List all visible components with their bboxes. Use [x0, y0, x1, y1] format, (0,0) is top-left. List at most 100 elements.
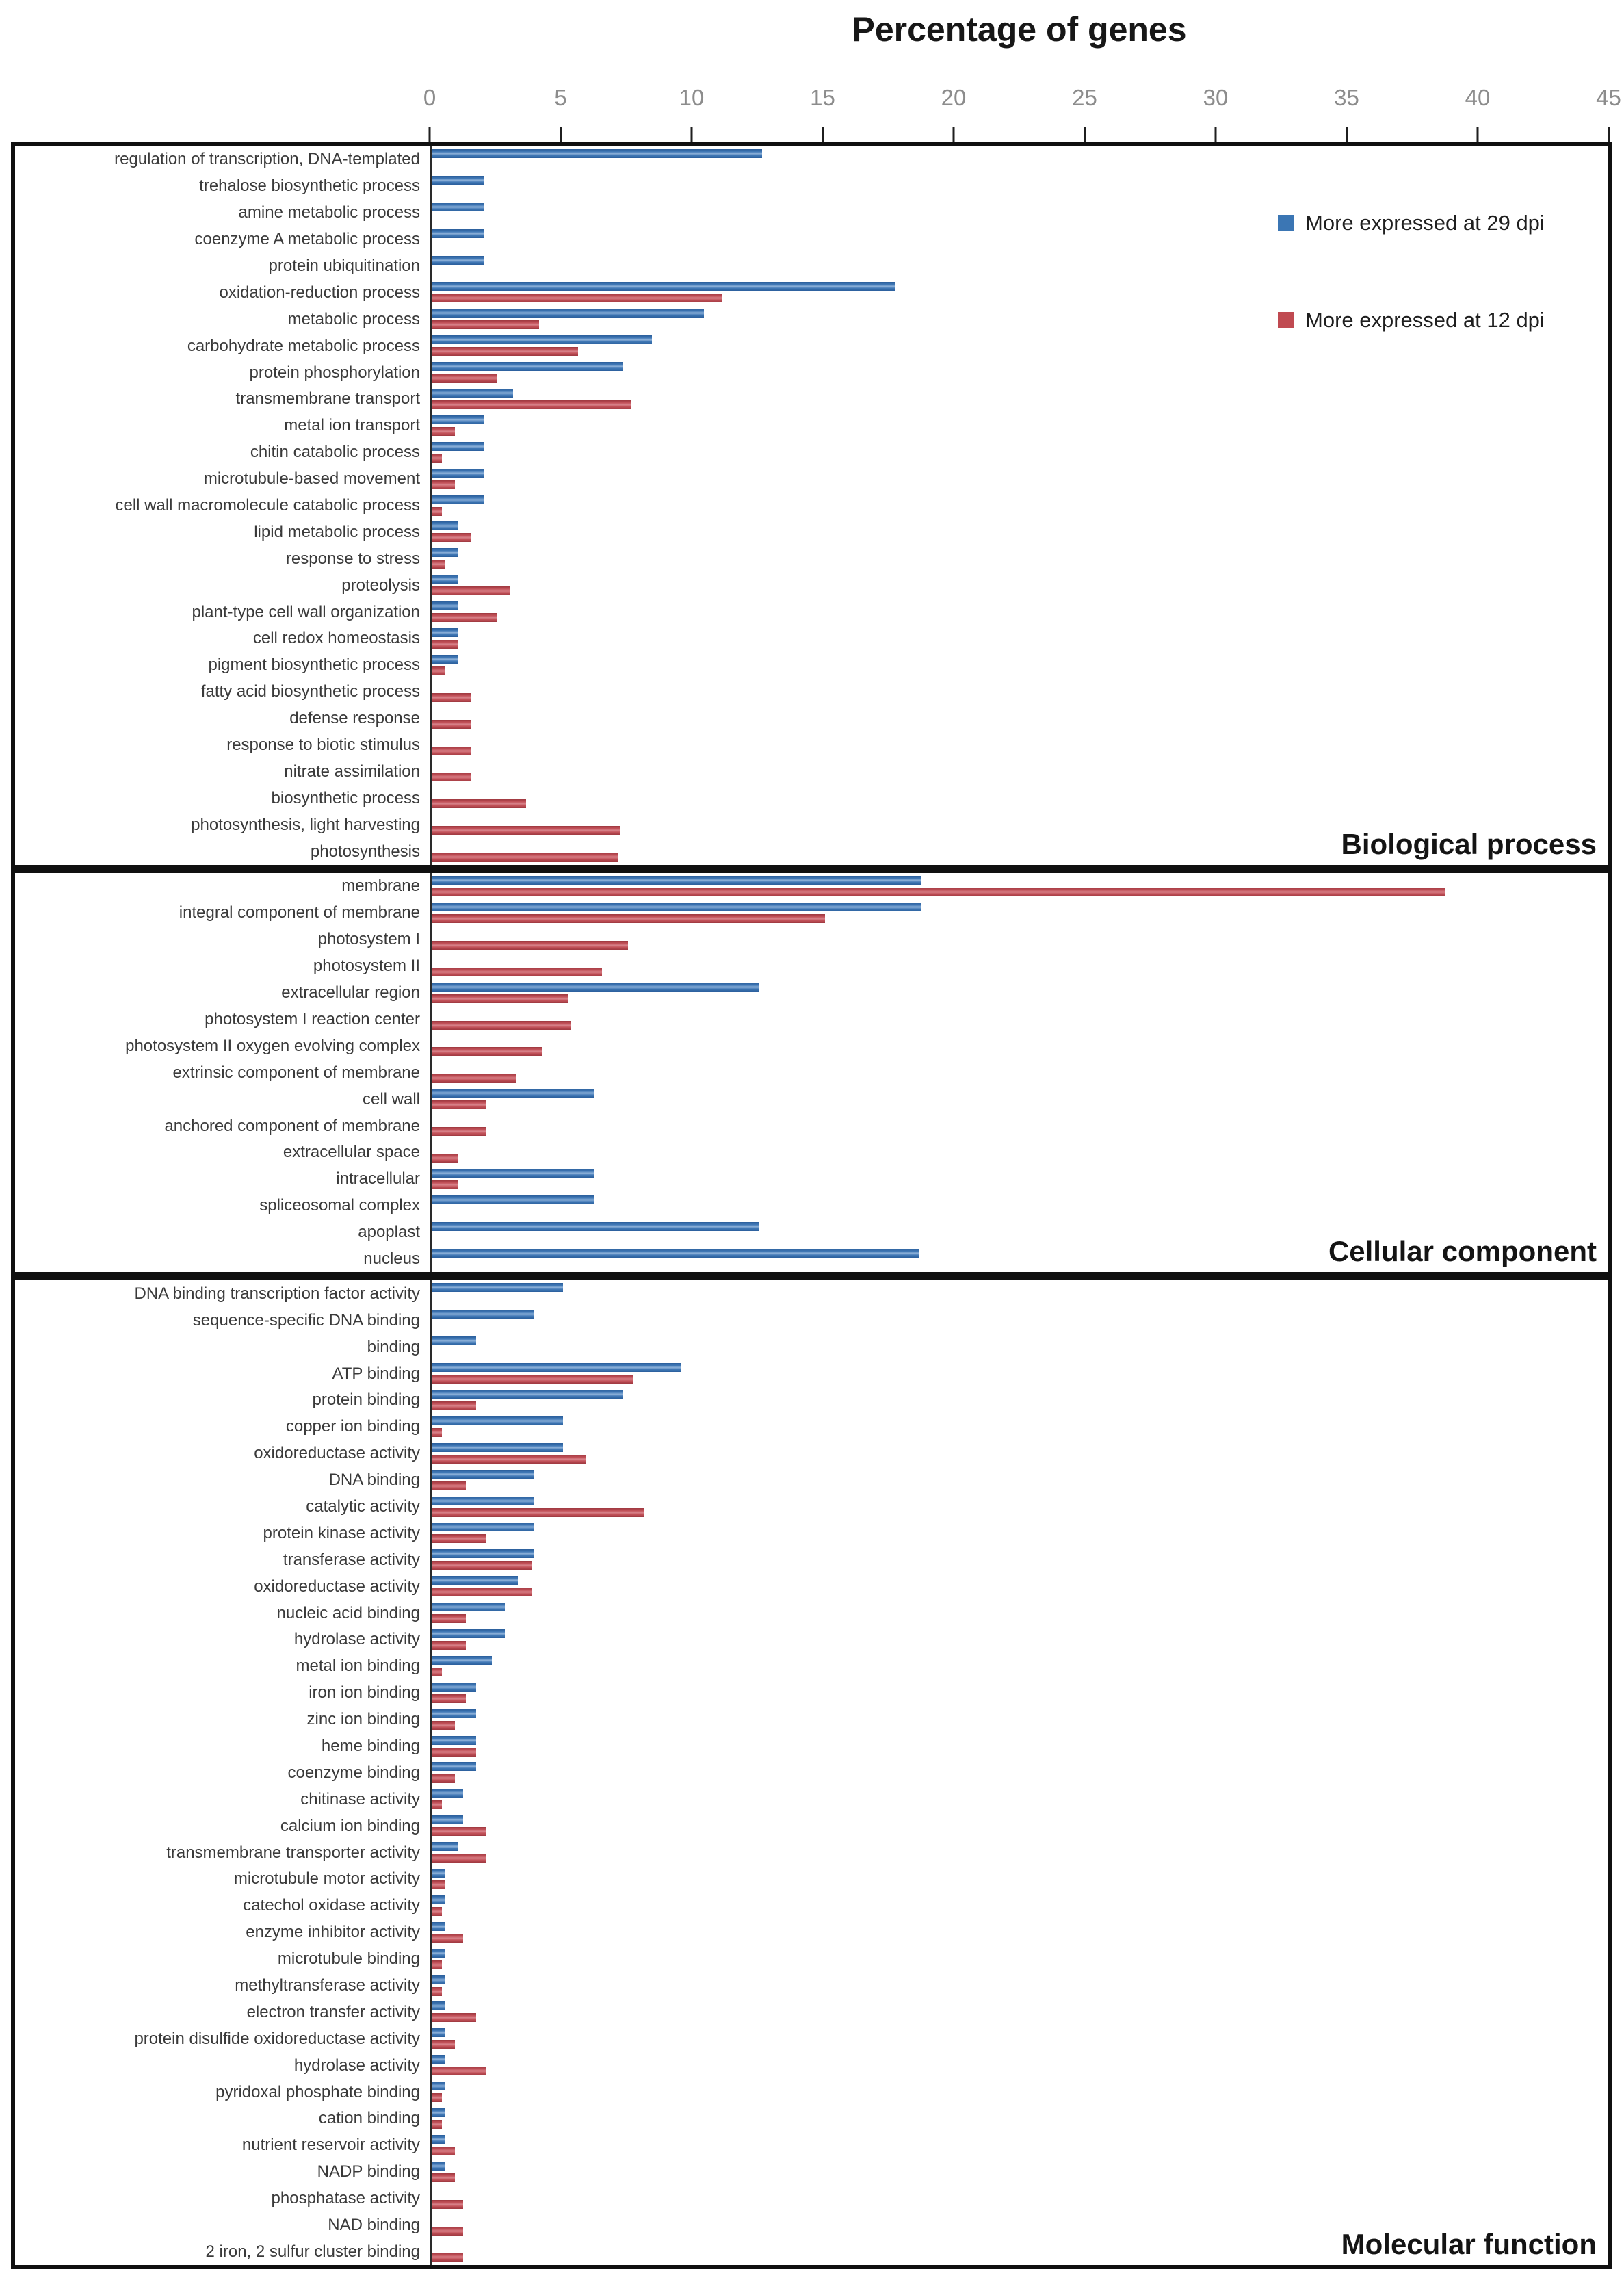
bar-12dpi — [432, 347, 579, 357]
bar-29dpi — [432, 548, 458, 558]
category-label: sequence-specific DNA binding — [192, 1310, 420, 1330]
category-label: coenzyme A metabolic process — [194, 230, 421, 249]
category-row: spliceosomal complex — [15, 1193, 1608, 1219]
category-row: phosphatase activity — [15, 2186, 1608, 2212]
bar-29dpi — [432, 175, 484, 185]
bar-12dpi — [432, 1020, 571, 1030]
bar-29dpi — [432, 2082, 445, 2091]
category-label: photosystem I reaction center — [205, 1009, 420, 1028]
category-row: enzyme inhibitor activity — [15, 1919, 1608, 1946]
bar-12dpi — [432, 506, 443, 516]
bar-29dpi — [432, 2108, 445, 2118]
bar-29dpi — [432, 2055, 445, 2064]
bar-29dpi — [432, 982, 759, 992]
bar-29dpi — [432, 601, 458, 611]
bar-29dpi — [432, 1496, 534, 1505]
axis-tick-label: 35 — [1334, 85, 1359, 110]
axis-tick-label: 0 — [423, 85, 436, 110]
category-label: coenzyme binding — [287, 1763, 420, 1782]
bar-12dpi — [432, 1800, 443, 1810]
legend-swatch-29dpi-icon — [1278, 215, 1294, 231]
category-label: nitrate assimilation — [284, 762, 420, 781]
bar-12dpi — [432, 1906, 443, 1916]
bar-12dpi — [432, 2226, 463, 2236]
category-label: metabolic process — [287, 309, 420, 328]
category-row: nitrate assimilation — [15, 758, 1608, 785]
bar-29dpi — [432, 575, 458, 584]
category-label: nutrient reservoir activity — [241, 2136, 420, 2155]
category-label: chitin catabolic process — [250, 443, 420, 462]
bar-29dpi — [432, 1842, 458, 1852]
axis-tick-mark — [560, 127, 562, 142]
category-row: apoplast — [15, 1219, 1608, 1246]
legend-label-29dpi: More expressed at 29 dpi — [1305, 211, 1545, 235]
category-row: microtubule motor activity — [15, 1866, 1608, 1893]
category-row: binding — [15, 1334, 1608, 1360]
category-label: pyridoxal phosphate binding — [215, 2082, 420, 2101]
category-row: extracellular region — [15, 980, 1608, 1007]
category-row: calcium ion binding — [15, 1813, 1608, 1839]
bar-12dpi — [432, 2093, 443, 2103]
category-label: response to biotic stimulus — [226, 736, 420, 755]
bar-12dpi — [432, 1933, 463, 1943]
category-label: integral component of membrane — [179, 903, 420, 922]
bar-29dpi — [432, 1869, 445, 1878]
chart-sections: regulation of transcription, DNA-templat… — [11, 142, 1612, 2270]
category-row: intracellular — [15, 1166, 1608, 1193]
category-row: oxidoreductase activity — [15, 1440, 1608, 1467]
category-row: iron ion binding — [15, 1680, 1608, 1707]
bar-12dpi — [432, 2253, 463, 2262]
category-row: DNA binding — [15, 1467, 1608, 1494]
category-row: photosynthesis, light harvesting — [15, 812, 1608, 838]
bar-12dpi — [432, 2067, 487, 2076]
bar-12dpi — [432, 1747, 477, 1757]
section-molecular-function: DNA binding transcription factor activit… — [11, 1276, 1612, 2270]
bar-29dpi — [432, 1549, 534, 1559]
bar-12dpi — [432, 1720, 456, 1730]
axis-tick-mark — [952, 127, 955, 142]
bar-12dpi — [432, 1854, 487, 1863]
category-row: hydrolase activity — [15, 2052, 1608, 2079]
bar-29dpi — [432, 1469, 534, 1479]
bar-12dpi — [432, 533, 471, 543]
category-label: extracellular region — [281, 983, 420, 1002]
axis-tick-mark — [822, 127, 824, 142]
category-row: extracellular space — [15, 1139, 1608, 1166]
category-label: transmembrane transport — [235, 389, 420, 409]
bar-12dpi — [432, 1561, 532, 1570]
category-row: response to stress — [15, 545, 1608, 572]
category-label: binding — [367, 1337, 420, 1356]
category-label: biosynthetic process — [271, 788, 420, 807]
category-row: NADP binding — [15, 2159, 1608, 2186]
category-label: anchored component of membrane — [164, 1116, 420, 1135]
bar-12dpi — [432, 2013, 477, 2023]
category-row: photosystem II — [15, 953, 1608, 980]
category-label: trehalose biosynthetic process — [199, 177, 420, 196]
bar-12dpi — [432, 2173, 456, 2182]
category-row: biosynthetic process — [15, 785, 1608, 812]
bar-29dpi — [432, 415, 484, 424]
category-row: metal ion binding — [15, 1653, 1608, 1680]
bar-12dpi — [432, 2199, 463, 2209]
bar-12dpi — [432, 2040, 456, 2049]
bar-12dpi — [432, 666, 445, 675]
category-row: membrane — [15, 873, 1608, 900]
bar-12dpi — [432, 1694, 466, 1703]
category-row: transferase activity — [15, 1546, 1608, 1573]
category-label: enzyme inhibitor activity — [246, 1923, 420, 1942]
category-row: nutrient reservoir activity — [15, 2132, 1608, 2159]
axis-tick-mark — [1476, 127, 1479, 142]
axis-tick-label: 30 — [1203, 85, 1229, 110]
bar-29dpi — [432, 2001, 445, 2011]
category-row: photosynthesis — [15, 838, 1608, 865]
category-row: heme binding — [15, 1733, 1608, 1760]
category-label: catalytic activity — [306, 1497, 420, 1516]
category-row: defense response — [15, 705, 1608, 732]
category-label: metal ion binding — [296, 1657, 420, 1676]
category-label: hydrolase activity — [293, 2056, 420, 2075]
bar-29dpi — [432, 468, 484, 478]
category-row: photosystem I — [15, 927, 1608, 953]
category-row: carbohydrate metabolic process — [15, 333, 1608, 359]
bar-12dpi — [432, 1427, 443, 1437]
category-label: microtubule binding — [277, 1949, 420, 1969]
